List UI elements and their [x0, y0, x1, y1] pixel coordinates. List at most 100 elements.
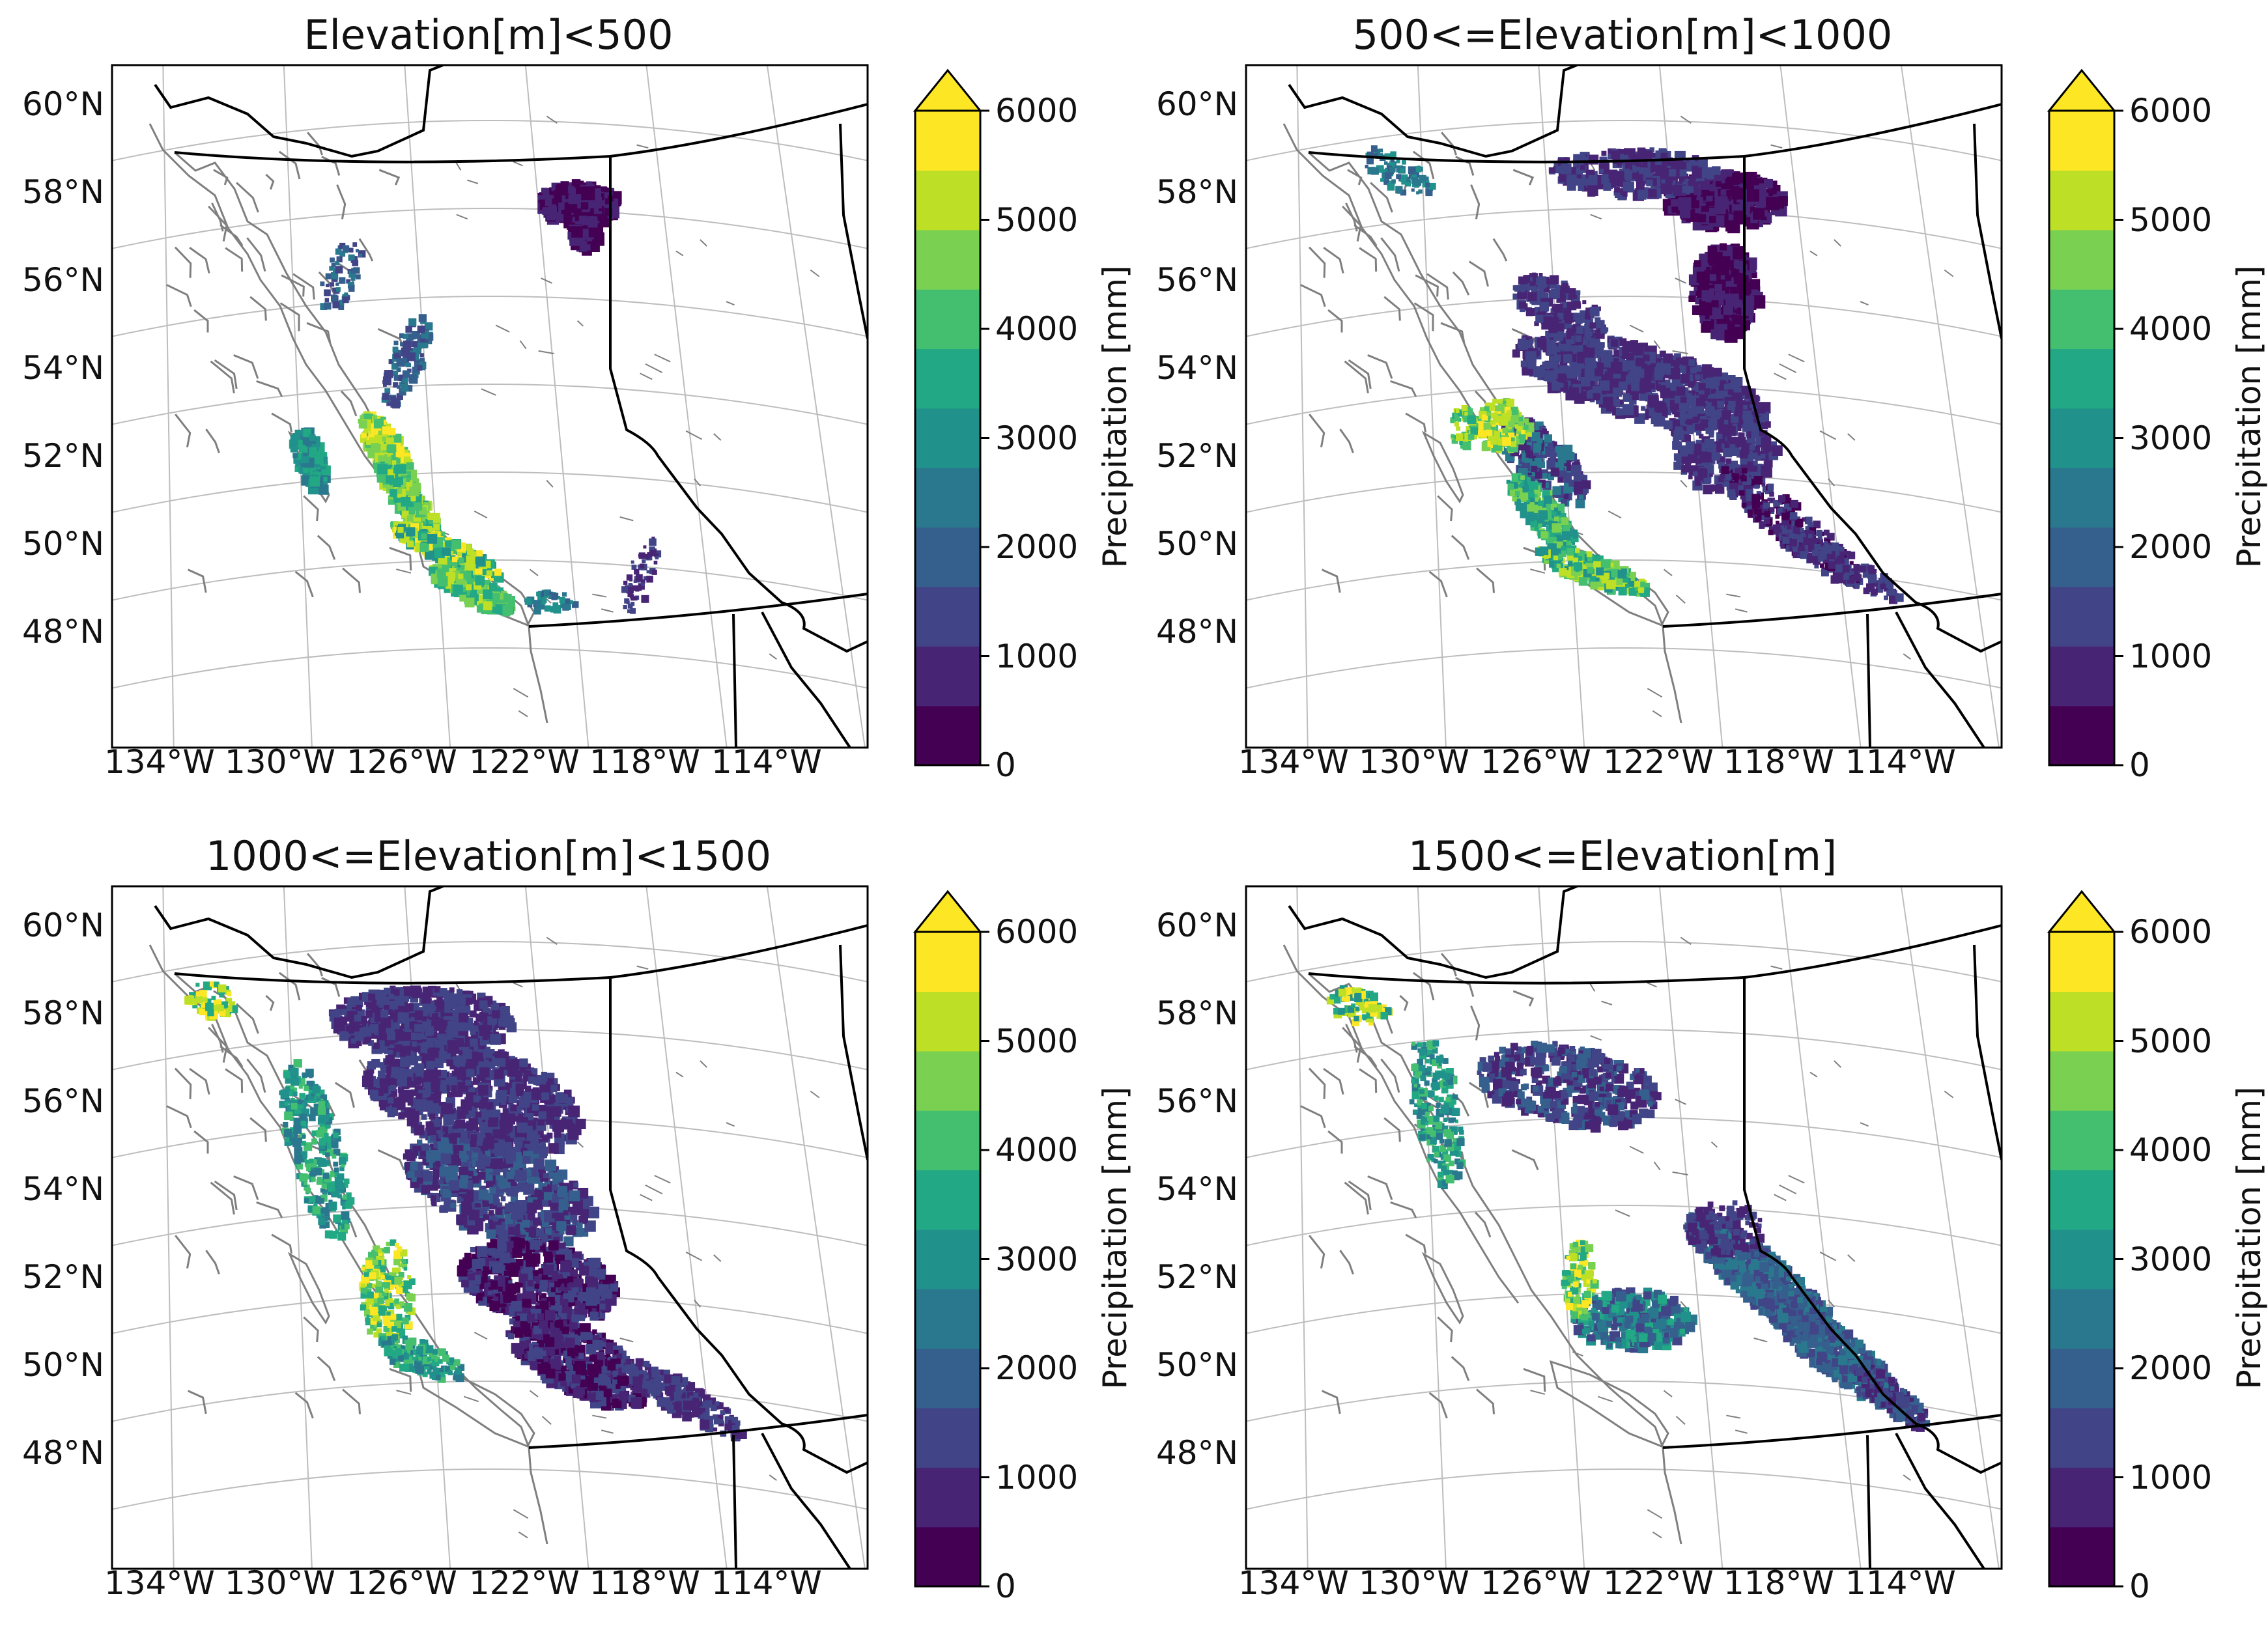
longitude-label: 126°W — [347, 1564, 457, 1602]
longitude-label: 118°W — [589, 1564, 700, 1602]
longitude-label: 118°W — [1723, 1564, 1834, 1602]
colorbar-tick-label: 5000 — [995, 201, 1079, 239]
map-canvas — [111, 64, 989, 766]
colorbar-tick-label: 3000 — [995, 419, 1079, 457]
graticule — [1246, 886, 2002, 1569]
precipitation-field — [1326, 985, 1931, 1432]
latitude-label: 48°N — [1155, 613, 1238, 651]
colorbar — [2047, 68, 2123, 766]
colorbar-tick-label: 3000 — [995, 1240, 1079, 1278]
colorbar-tick-label: 0 — [2129, 746, 2150, 784]
map-frame — [1245, 64, 2003, 749]
longitude-label: 126°W — [347, 743, 457, 781]
colorbar-tick-label: 0 — [2129, 1567, 2150, 1605]
map-panel-elevation-above-1500: 1500<=Elevation[m] 60°N 58°N 56°N 54°N 52°N 50… — [1134, 821, 2268, 1642]
colorbar-tick-label: 1000 — [2129, 1458, 2213, 1496]
colorbar-tick-label: 6000 — [995, 92, 1079, 130]
longitude-label: 130°W — [1359, 1564, 1469, 1602]
latitude-label: 58°N — [1155, 173, 1238, 211]
latitude-label: 48°N — [21, 613, 104, 651]
panel-title: Elevation[m]<500 — [304, 11, 673, 59]
colorbar — [2047, 890, 2123, 1588]
colorbar-tick-label: 0 — [995, 1567, 1016, 1605]
map-panel-elevation-below-500: Elevation[m]<500 60°N 58°N 56°N 54°N 52°N 50°N… — [0, 0, 1134, 821]
colorbar-tick-label: 5000 — [995, 1022, 1079, 1060]
precipitation-field — [289, 179, 662, 617]
colorbar-tick-label: 5000 — [2129, 1022, 2213, 1060]
latitude-label: 60°N — [1155, 906, 1238, 944]
longitude-label: 114°W — [711, 1564, 822, 1602]
latitude-label: 52°N — [21, 1258, 104, 1296]
latitude-label: 58°N — [21, 994, 104, 1032]
political-borders — [1288, 886, 2002, 1569]
colorbar-tick-label: 4000 — [995, 1131, 1079, 1169]
longitude-label: 134°W — [104, 1564, 215, 1602]
map-canvas — [1245, 64, 2123, 766]
political-borders — [154, 886, 868, 1569]
colorbar-tick-label: 4000 — [2129, 1131, 2213, 1169]
latitude-label: 58°N — [1155, 994, 1238, 1032]
latitude-label: 50°N — [1155, 1346, 1238, 1384]
colorbar-tick-label: 1000 — [2129, 637, 2213, 675]
graticule — [1246, 65, 2002, 748]
longitude-label: 122°W — [1603, 743, 1714, 781]
latitude-label: 54°N — [1155, 349, 1238, 387]
coastline — [1283, 115, 1954, 723]
political-borders — [154, 65, 868, 748]
colorbar-tick-label: 0 — [995, 746, 1016, 784]
longitude-label: 130°W — [1359, 743, 1469, 781]
precipitation-field — [184, 981, 747, 1442]
longitude-label: 134°W — [1238, 743, 1349, 781]
longitude-label: 126°W — [1481, 743, 1591, 781]
map-canvas — [1245, 885, 2123, 1588]
map-panel-elevation-1000-1500: 1000<=Elevation[m]<1500 60°N 58°N 56°N 54°N 5… — [0, 821, 1134, 1642]
panel-title: 1000<=Elevation[m]<1500 — [205, 832, 772, 880]
colorbar-label: Precipitation [mm] — [1096, 1086, 1134, 1390]
colorbar-tick-label: 6000 — [2129, 92, 2213, 130]
graticule — [112, 65, 868, 748]
latitude-label: 56°N — [21, 261, 104, 299]
map-canvas — [111, 885, 989, 1588]
latitude-label: 60°N — [21, 85, 104, 123]
latitude-label: 48°N — [1155, 1434, 1238, 1472]
map-panel-elevation-500-1000: 500<=Elevation[m]<1000 60°N 58°N 56°N 54°N 52… — [1134, 0, 2268, 821]
map-frame — [1245, 885, 2003, 1570]
panel-title: 1500<=Elevation[m] — [1408, 832, 1837, 880]
colorbar-tick-label: 4000 — [2129, 310, 2213, 348]
precipitation-field — [1365, 145, 1904, 604]
colorbar-tick-label: 1000 — [995, 637, 1079, 675]
colorbar-tick-label: 2000 — [2129, 1349, 2213, 1387]
latitude-label: 50°N — [21, 525, 104, 563]
latitude-label: 54°N — [21, 1170, 104, 1208]
latitude-label: 60°N — [1155, 85, 1238, 123]
latitude-label: 56°N — [1155, 261, 1238, 299]
longitude-label: 130°W — [225, 743, 335, 781]
latitude-label: 52°N — [1155, 1258, 1238, 1296]
colorbar-tick-label: 3000 — [2129, 1240, 2213, 1278]
latitude-label: 60°N — [21, 906, 104, 944]
colorbar-tick-label: 2000 — [995, 528, 1079, 566]
colorbar-tick-label: 1000 — [995, 1458, 1079, 1496]
colorbar-tick-label: 4000 — [995, 310, 1079, 348]
political-borders — [1288, 65, 2002, 748]
longitude-label: 114°W — [1845, 743, 1956, 781]
longitude-label: 114°W — [1845, 1564, 1956, 1602]
latitude-label: 50°N — [1155, 525, 1238, 563]
colorbar-label: Precipitation [mm] — [2230, 265, 2268, 569]
map-frame — [111, 885, 869, 1570]
coastline — [1283, 936, 1954, 1545]
latitude-label: 54°N — [21, 349, 104, 387]
longitude-label: 118°W — [1723, 743, 1834, 781]
longitude-label: 130°W — [225, 1564, 335, 1602]
longitude-label: 118°W — [589, 743, 700, 781]
longitude-label: 122°W — [469, 743, 580, 781]
colorbar-tick-label: 3000 — [2129, 419, 2213, 457]
latitude-label: 50°N — [21, 1346, 104, 1384]
longitude-label: 134°W — [1238, 1564, 1349, 1602]
longitude-label: 122°W — [1603, 1564, 1714, 1602]
longitude-label: 134°W — [104, 743, 215, 781]
colorbar-tick-label: 6000 — [995, 913, 1079, 951]
coastline — [149, 115, 820, 723]
colorbar-tick-label: 2000 — [2129, 528, 2213, 566]
colorbar — [913, 68, 989, 766]
